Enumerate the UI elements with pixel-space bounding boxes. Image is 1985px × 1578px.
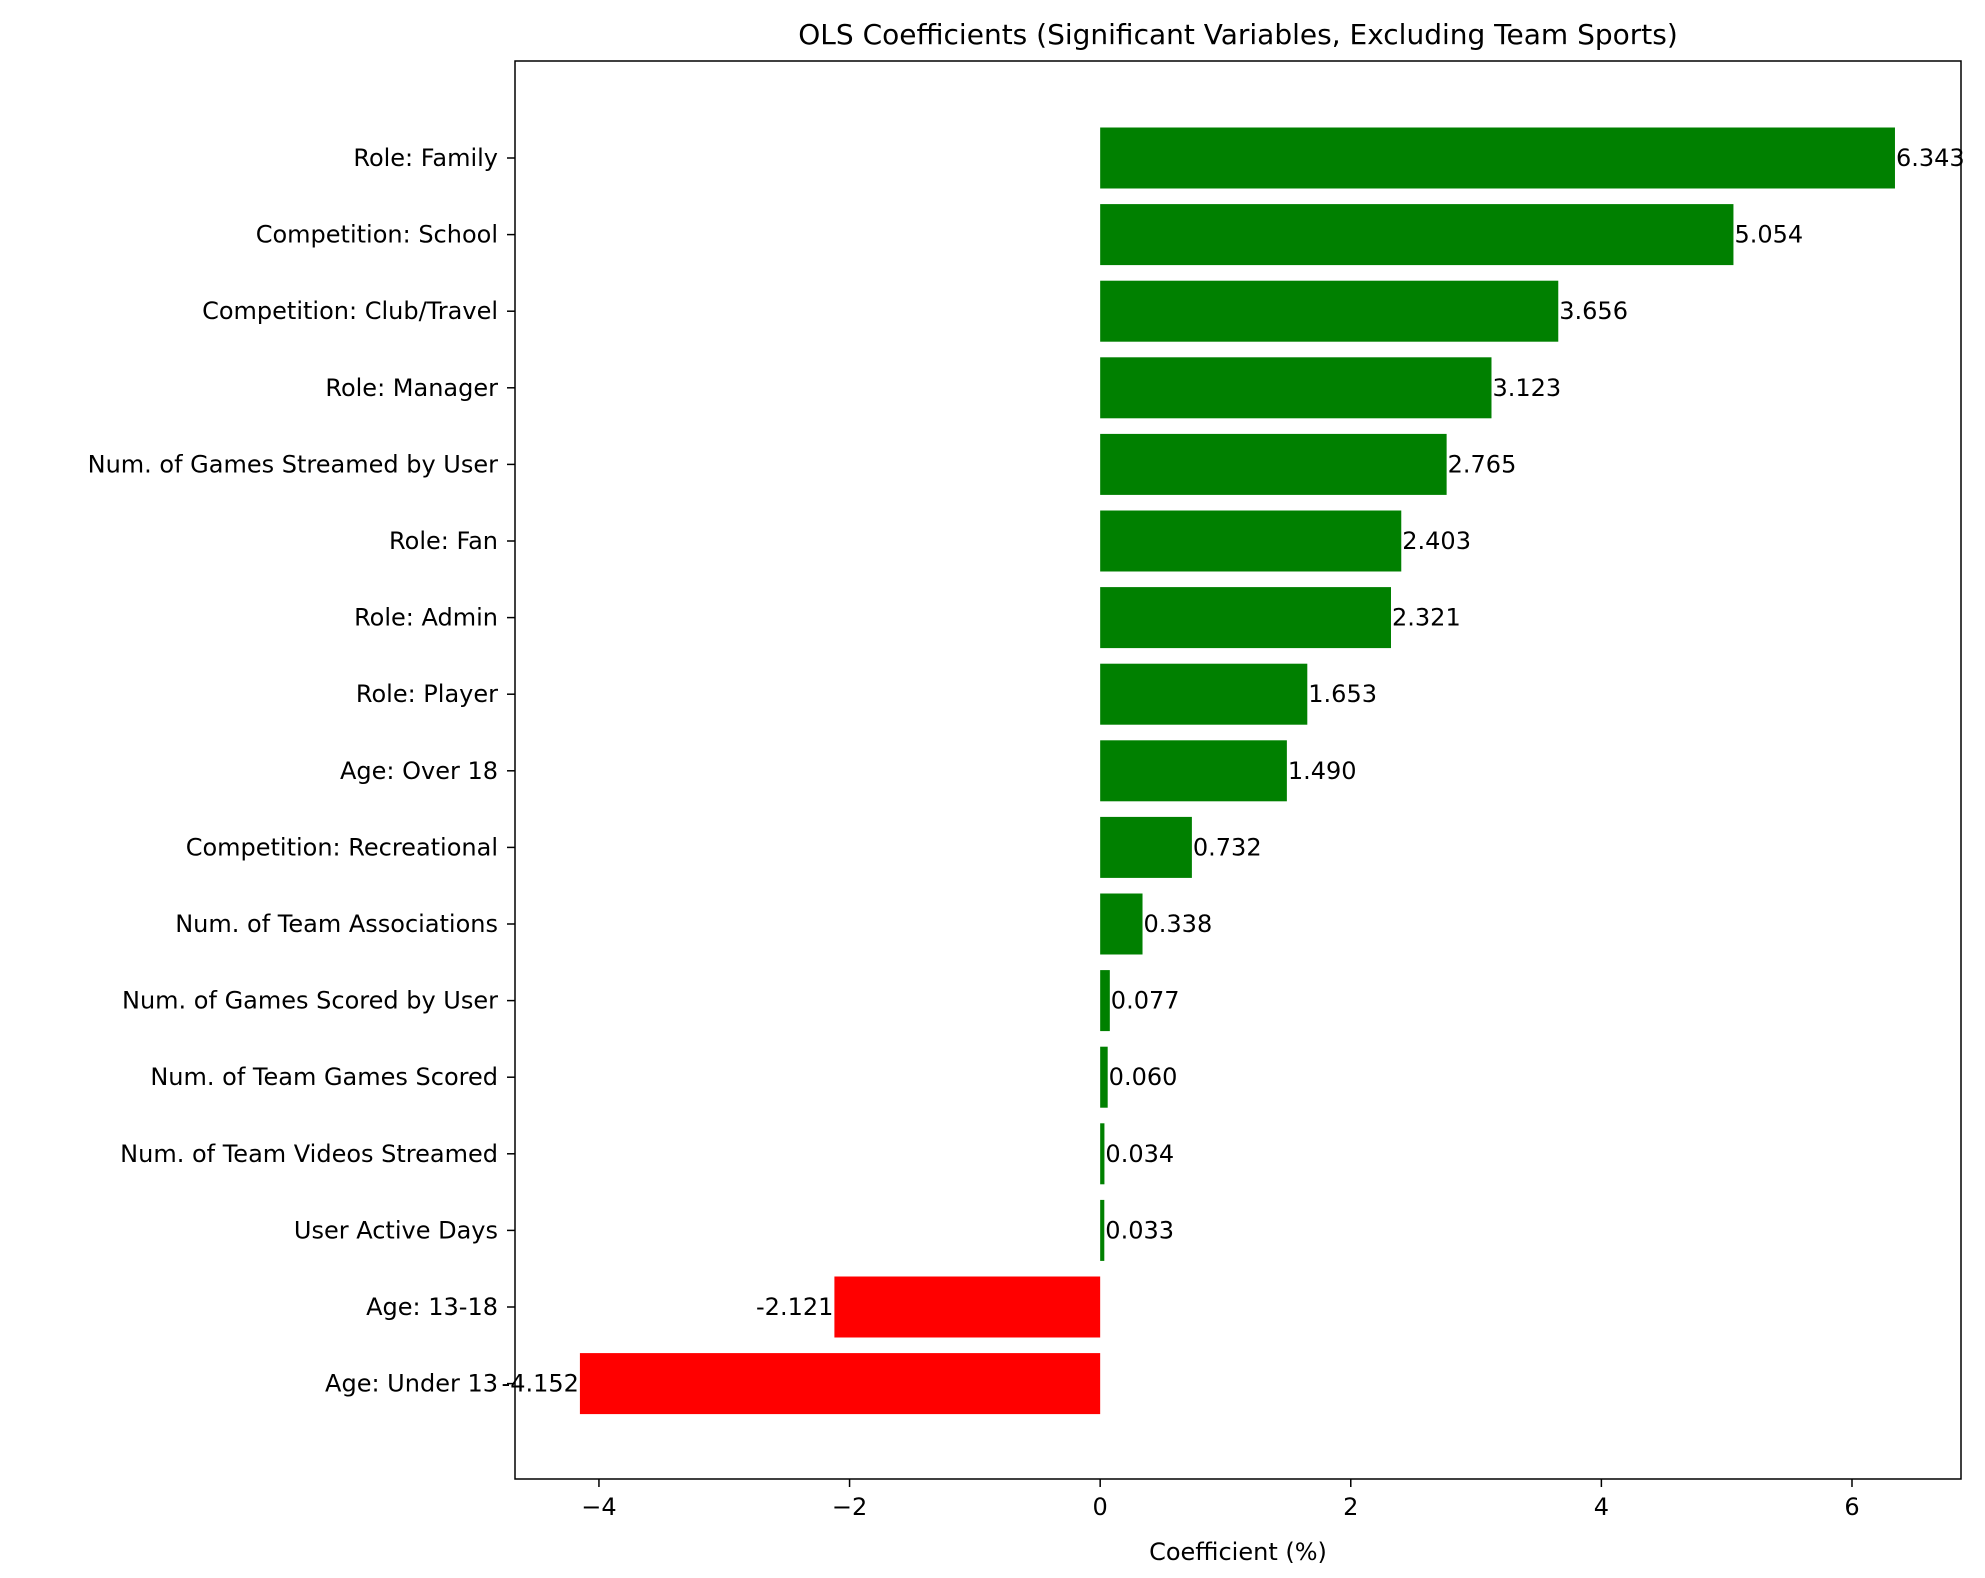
y-tick-label: Role: Manager bbox=[325, 374, 498, 402]
bar bbox=[1100, 1046, 1108, 1108]
bar-value-label: 2.403 bbox=[1402, 527, 1471, 555]
y-tick-label: Num. of Team Games Scored bbox=[150, 1063, 498, 1091]
bar bbox=[834, 1276, 1101, 1338]
y-tick-label: Num. of Games Scored by User bbox=[122, 987, 498, 1015]
bar bbox=[1100, 816, 1192, 878]
x-tick-label: 6 bbox=[1844, 1493, 1859, 1521]
x-axis-label: Coefficient (%) bbox=[1149, 1538, 1327, 1566]
bars-layer bbox=[579, 127, 1895, 1415]
bar-value-label: 3.123 bbox=[1492, 374, 1561, 402]
bar bbox=[1100, 1123, 1105, 1185]
bar-value-label: 0.077 bbox=[1111, 987, 1180, 1015]
y-tick-label: Competition: School bbox=[256, 221, 498, 249]
bar-value-label: 1.490 bbox=[1288, 757, 1357, 785]
chart-title: OLS Coefficients (Significant Variables,… bbox=[798, 18, 1678, 51]
y-tick-label: Role: Fan bbox=[389, 527, 498, 555]
bar bbox=[1100, 510, 1402, 572]
y-tick-label: Num. of Games Streamed by User bbox=[88, 450, 499, 478]
bar-value-label: 0.033 bbox=[1105, 1216, 1174, 1244]
x-axis: −4 −2 0 2 4 6 bbox=[581, 1479, 1860, 1521]
y-tick-label: Age: 13-18 bbox=[366, 1293, 498, 1321]
bar bbox=[1100, 204, 1734, 266]
bar bbox=[1100, 1199, 1105, 1261]
bar-value-label: 5.054 bbox=[1734, 221, 1803, 249]
y-tick-label: Num. of Team Associations bbox=[175, 910, 498, 938]
y-tick-label: Competition: Recreational bbox=[186, 833, 498, 861]
x-tick-label: 0 bbox=[1093, 1493, 1108, 1521]
y-tick-label: Competition: Club/Travel bbox=[202, 297, 498, 325]
bar-value-label: 0.338 bbox=[1144, 910, 1213, 938]
y-tick-label: Role: Admin bbox=[354, 604, 498, 632]
bar-value-label: 0.060 bbox=[1109, 1063, 1178, 1091]
x-tick-label: 4 bbox=[1594, 1493, 1609, 1521]
plot-frame bbox=[514, 60, 1962, 1480]
bar-value-label: -2.121 bbox=[756, 1293, 833, 1321]
y-tick-label: Role: Player bbox=[356, 680, 498, 708]
y-tick-label: User Active Days bbox=[294, 1216, 498, 1244]
bar bbox=[1100, 663, 1308, 725]
y-tick-label: Num. of Team Videos Streamed bbox=[120, 1140, 498, 1168]
y-tick-label: Age: Under 13 bbox=[325, 1370, 498, 1398]
bar-value-label: 1.653 bbox=[1308, 680, 1377, 708]
bar bbox=[1100, 127, 1895, 189]
bar bbox=[1100, 587, 1391, 649]
bar-value-label: 0.034 bbox=[1105, 1140, 1174, 1168]
bar bbox=[1100, 893, 1143, 955]
y-tick-label: Age: Over 18 bbox=[340, 757, 498, 785]
value-labels-layer: 6.343 5.054 3.656 3.123 2.765 2.403 2.321 1.653… bbox=[502, 144, 1965, 1398]
bar-value-label: 2.765 bbox=[1448, 450, 1517, 478]
bar-value-label: 3.656 bbox=[1559, 297, 1628, 325]
bar bbox=[1100, 740, 1287, 802]
x-tick-label: −2 bbox=[832, 1493, 867, 1521]
bar bbox=[1100, 433, 1447, 495]
x-tick-label: −4 bbox=[581, 1493, 616, 1521]
y-tick-label: Role: Family bbox=[353, 144, 498, 172]
bar bbox=[579, 1353, 1101, 1415]
bar bbox=[1100, 280, 1559, 342]
bar bbox=[1100, 970, 1110, 1032]
bar bbox=[1100, 357, 1492, 419]
y-axis: Role: Family Competition: School Competiti… bbox=[88, 144, 515, 1398]
bar-value-label: 6.343 bbox=[1896, 144, 1965, 172]
bar-value-label: 0.732 bbox=[1193, 833, 1262, 861]
x-tick-label: 2 bbox=[1343, 1493, 1358, 1521]
bar-value-label: 2.321 bbox=[1392, 604, 1461, 632]
